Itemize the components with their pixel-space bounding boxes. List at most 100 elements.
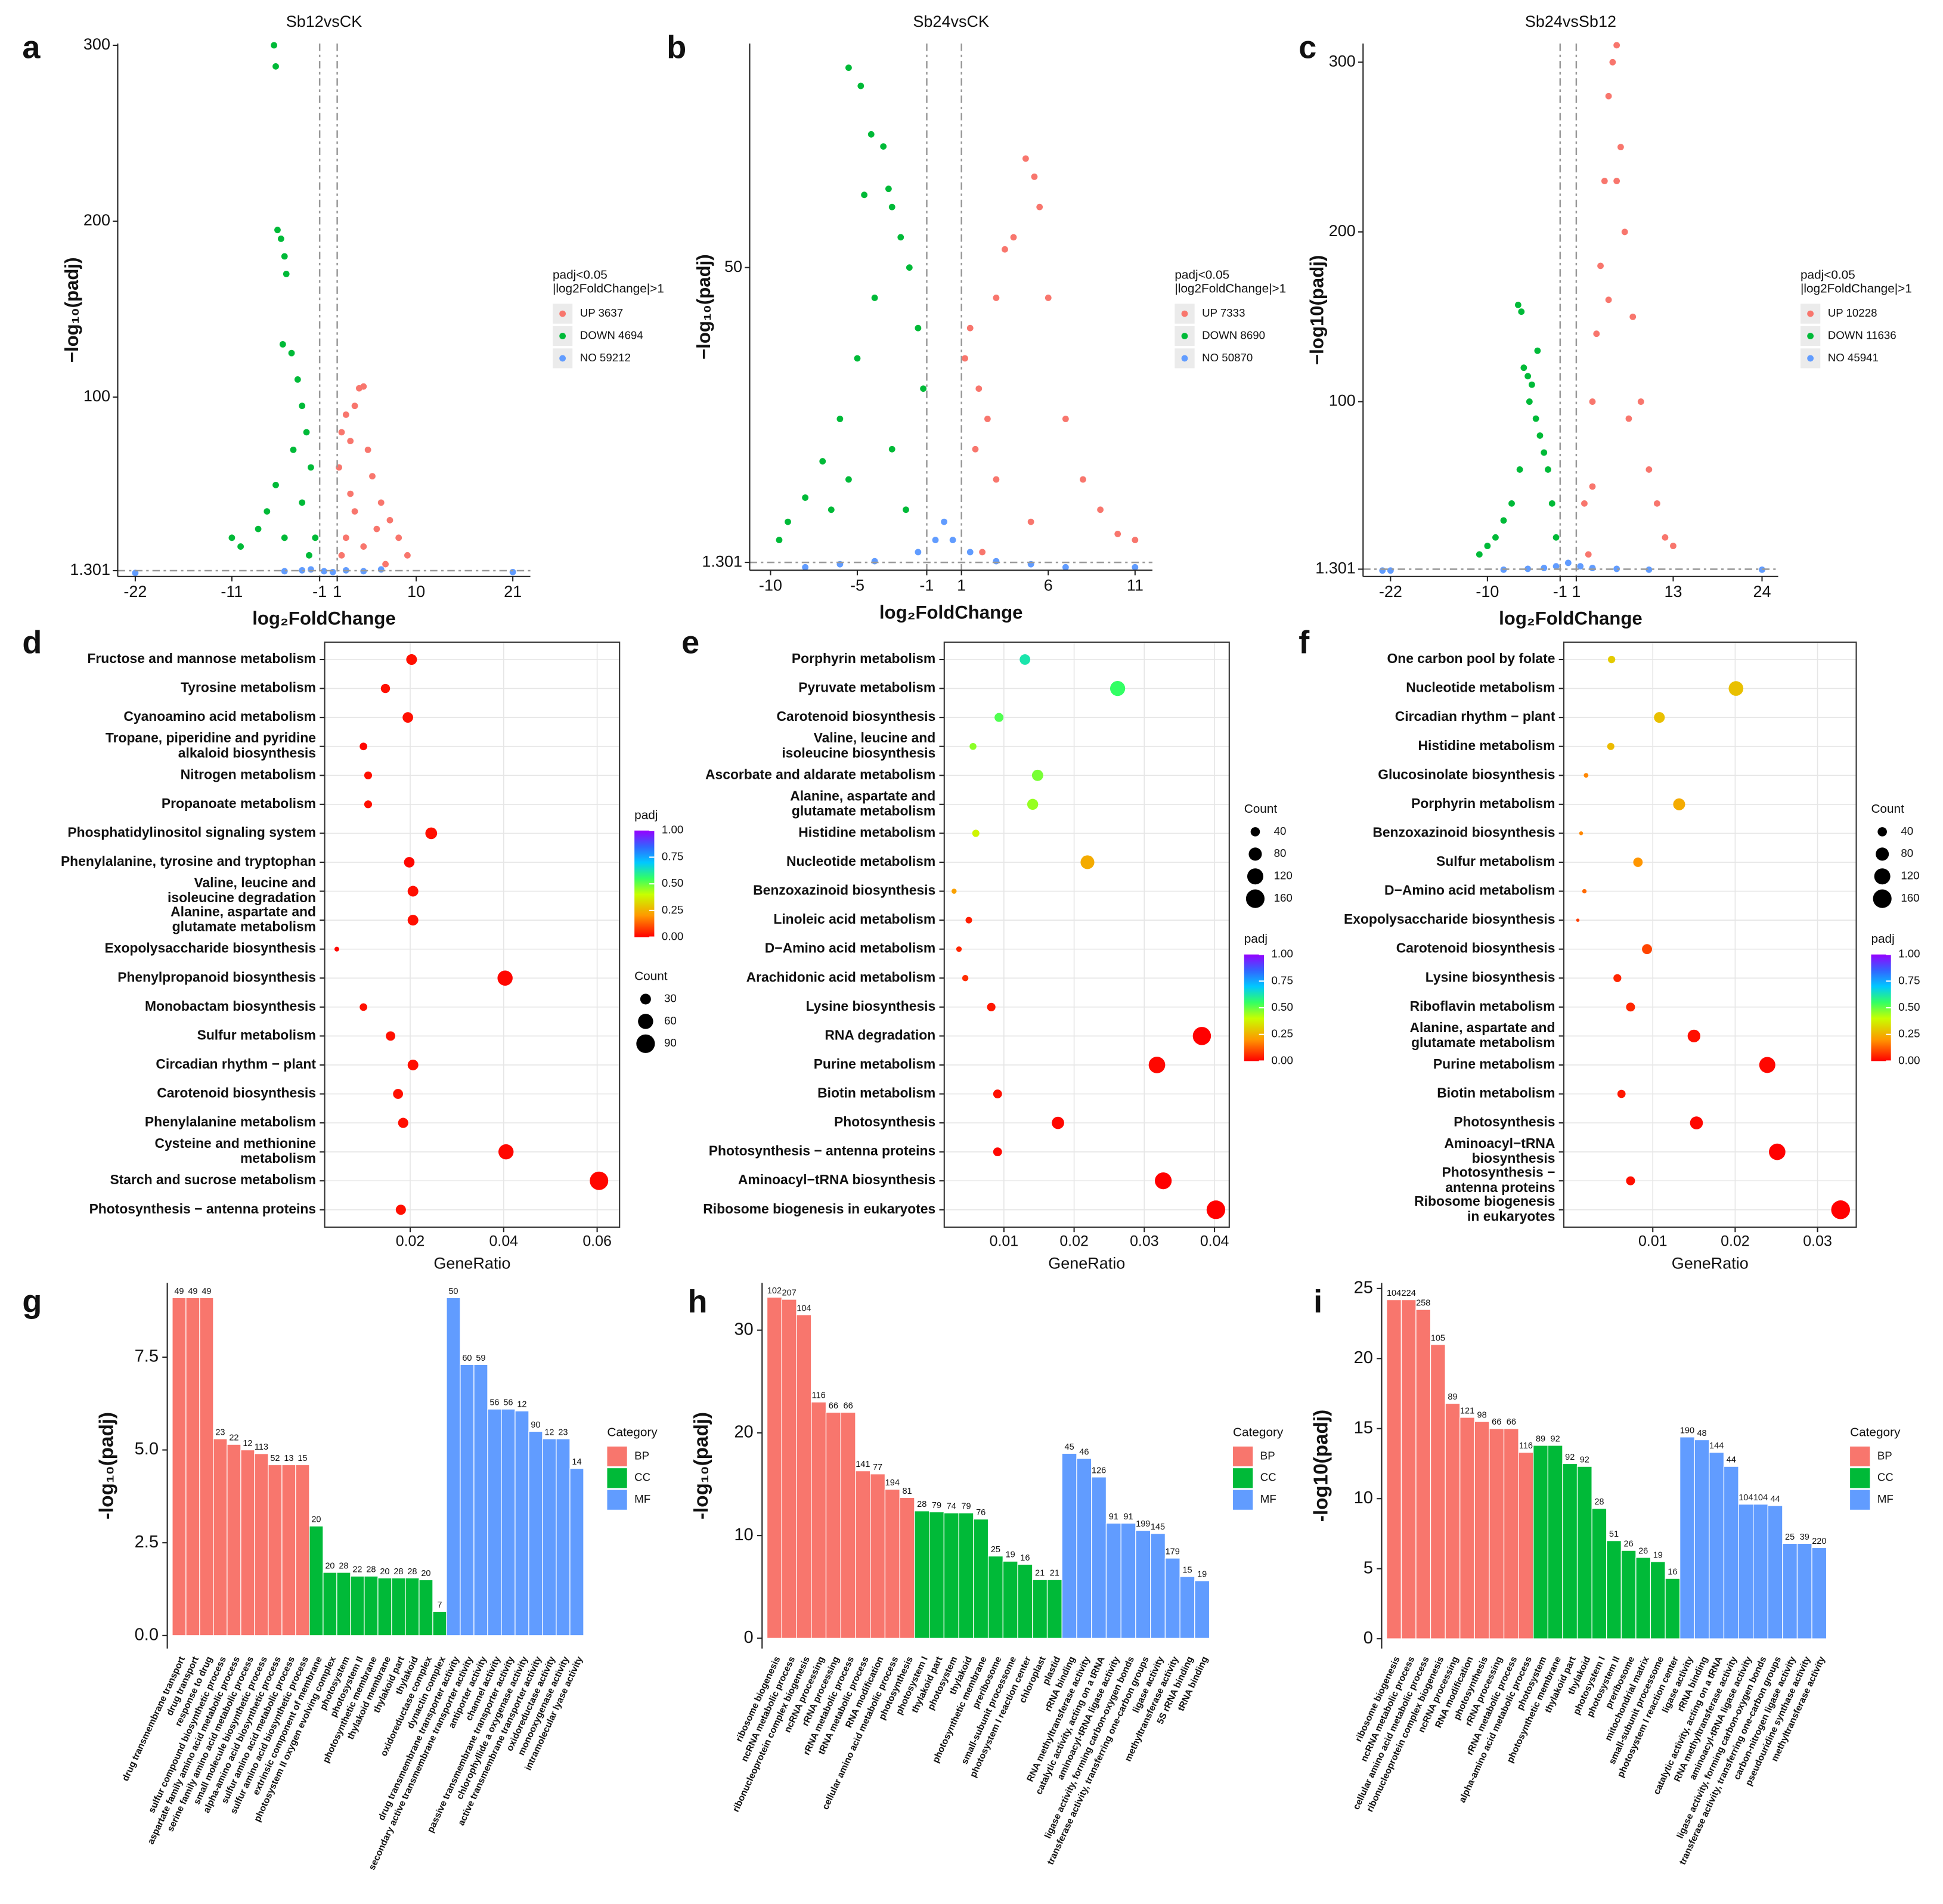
point: [377, 566, 385, 573]
y-tick-label: 1.301: [1315, 559, 1356, 577]
bar: [323, 1572, 337, 1636]
count-label: 190: [1680, 1426, 1694, 1435]
point: [329, 568, 336, 575]
point: [1031, 173, 1038, 180]
count-label: 20: [421, 1569, 430, 1578]
point: [290, 446, 297, 453]
point: [1597, 262, 1604, 270]
point: [871, 295, 878, 301]
point: [1589, 398, 1596, 405]
legend-label: NO 45941: [1828, 351, 1879, 364]
bar: [1796, 1543, 1812, 1639]
bar: [1135, 1530, 1151, 1639]
point: [369, 473, 376, 480]
point: [1605, 296, 1612, 304]
bar: [1386, 1299, 1402, 1639]
category-label: Cysteine and methionine metabolism: [154, 1135, 316, 1166]
x-tick-label: 24: [1753, 583, 1771, 600]
point: [857, 82, 864, 89]
x-tick-label: 0.02: [1721, 1233, 1750, 1249]
point: [1514, 301, 1521, 308]
category-label: Photosynthesis − antenna proteins: [89, 1201, 316, 1216]
count-label: 13: [284, 1454, 293, 1463]
x-axis-title: log₂FoldChange: [879, 602, 1023, 623]
category-label: Photosynthesis − antenna proteins: [1442, 1165, 1555, 1195]
bubble: [987, 1002, 996, 1011]
point: [906, 264, 913, 271]
category-label: Carotenoid biosynthesis: [1396, 940, 1555, 956]
bar: [1620, 1550, 1637, 1639]
count-label: 44: [1770, 1494, 1780, 1504]
x-tick-label: 0.04: [1200, 1233, 1229, 1249]
point: [373, 525, 380, 532]
category-label: Porphyrin metabolism: [792, 651, 935, 666]
bubble: [1626, 1176, 1635, 1185]
bar: [1811, 1547, 1827, 1639]
size-label: 160: [1901, 891, 1919, 904]
point: [819, 458, 826, 465]
count-label: 20: [325, 1561, 334, 1571]
point: [867, 131, 875, 138]
bar: [1679, 1436, 1695, 1639]
category-label: Valine, leucine and isoleucine degradatio…: [168, 875, 316, 905]
bubble: [1673, 798, 1685, 810]
point: [1097, 506, 1104, 513]
category-label: Benzoxazinoid biosynthesis: [753, 883, 935, 898]
colorbar-label: 1.00: [1898, 948, 1920, 960]
bar: [1576, 1466, 1592, 1639]
x-tick-label: 6: [1044, 576, 1053, 594]
point: [972, 445, 979, 453]
count-label: 52: [270, 1454, 280, 1463]
count-label: 79: [961, 1502, 971, 1512]
bar: [254, 1453, 269, 1636]
point: [1379, 567, 1386, 574]
legend-label: BP: [1877, 1449, 1892, 1462]
x-axis-title: GeneRatio: [1048, 1254, 1125, 1272]
x-tick-label: 1: [957, 576, 966, 594]
count-label: 26: [1624, 1540, 1634, 1549]
bar: [1767, 1505, 1783, 1639]
y-tick-label: 0.0: [135, 1625, 159, 1644]
point: [979, 549, 986, 556]
count-label: 104: [1753, 1493, 1768, 1503]
bar: [405, 1577, 420, 1636]
legend-swatch: [1181, 333, 1188, 339]
panel-border: [943, 641, 1230, 1228]
point: [1759, 566, 1765, 573]
bar: [1782, 1543, 1798, 1639]
category-label: Tropane, piperidine and pyridine alkaloid…: [106, 730, 316, 760]
legend-swatch: [1181, 310, 1188, 317]
legend-swatch: [1850, 1490, 1870, 1510]
x-tick-label: -11: [221, 583, 243, 600]
point: [299, 403, 306, 410]
category-label: Lysine biosynthesis: [806, 998, 936, 1014]
panel: [324, 642, 620, 1227]
point: [1581, 500, 1588, 507]
count-label: 116: [812, 1391, 826, 1401]
bar: [309, 1525, 324, 1636]
category-label: Tyrosine metabolism: [181, 680, 316, 695]
category-label: Sulfur metabolism: [1436, 853, 1555, 869]
count-label: 113: [255, 1442, 268, 1452]
count-label: 12: [243, 1439, 252, 1448]
category-label: One carbon pool by folate: [1387, 651, 1555, 666]
point: [1613, 178, 1620, 184]
legend-title: padj<0.05 |log2FoldChange|>1: [553, 268, 664, 296]
bar: [914, 1510, 930, 1639]
bar: [825, 1411, 841, 1639]
point: [1536, 432, 1544, 439]
bubble: [1579, 831, 1583, 835]
category-label: Circadian rhythm − plant: [1395, 708, 1555, 724]
size-key: [1248, 847, 1262, 861]
point: [377, 499, 385, 506]
count-label: 258: [1416, 1299, 1430, 1308]
bubble: [1019, 654, 1031, 665]
point: [347, 438, 354, 445]
bar: [870, 1473, 886, 1639]
count-label: 26: [1638, 1546, 1648, 1556]
colorbar-label: 0.75: [662, 850, 683, 862]
point: [885, 185, 892, 193]
legend-label: CC: [1260, 1471, 1276, 1484]
point: [237, 543, 244, 550]
count-label: 16: [1668, 1568, 1677, 1577]
